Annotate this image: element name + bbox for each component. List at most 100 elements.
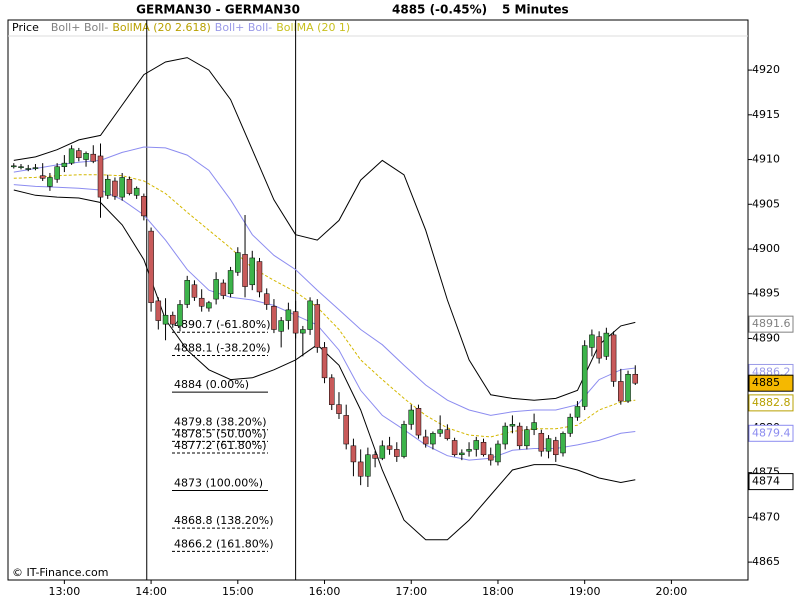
last-value-box bbox=[748, 374, 794, 392]
fibonacci-label: 4884 (0.00%) bbox=[174, 378, 249, 391]
y-tick-label: 4920 bbox=[752, 63, 780, 76]
fibonacci-label: 4878.5 (50.00%) bbox=[174, 427, 267, 440]
legend-entry: Price bbox=[12, 21, 39, 34]
candle-body bbox=[581, 345, 588, 407]
candle-body bbox=[618, 381, 624, 402]
candle-body bbox=[314, 304, 321, 348]
y-tick-label: 4900 bbox=[752, 242, 780, 255]
candle-body bbox=[394, 449, 400, 457]
candle-body bbox=[343, 415, 349, 445]
bollinger-line bbox=[13, 174, 636, 438]
candle-body bbox=[97, 155, 104, 198]
y-tick-label: 4865 bbox=[752, 555, 780, 568]
candle-body bbox=[408, 409, 414, 425]
candle-body bbox=[401, 424, 407, 457]
candle-body bbox=[285, 309, 292, 321]
candle-body bbox=[610, 334, 617, 382]
candle-body bbox=[495, 443, 501, 463]
candle-body bbox=[502, 425, 508, 445]
fibonacci-label: 4890.7 (-61.80%) bbox=[174, 318, 270, 331]
x-tick-label: 15:00 bbox=[222, 585, 254, 598]
candle-body bbox=[321, 347, 328, 379]
candle-body bbox=[76, 150, 82, 159]
fibonacci-label: 4888.1 (-38.20%) bbox=[174, 341, 270, 354]
candle-body bbox=[487, 454, 494, 461]
y-tick-label: 4895 bbox=[752, 287, 780, 300]
candle-body bbox=[372, 454, 378, 459]
candle-body bbox=[32, 167, 39, 169]
candle-body bbox=[235, 252, 241, 273]
candle-body bbox=[213, 279, 219, 300]
candle-body bbox=[271, 306, 277, 330]
candle-body bbox=[480, 441, 487, 456]
candle-body bbox=[350, 445, 357, 463]
candle-body bbox=[473, 440, 480, 450]
candle-body bbox=[422, 436, 429, 445]
candle-body bbox=[357, 461, 364, 477]
x-tick-label: 19:00 bbox=[569, 585, 601, 598]
x-tick-label: 16:00 bbox=[309, 585, 341, 598]
chart-title: 5 Minutes bbox=[502, 3, 569, 17]
candle-body bbox=[553, 440, 559, 456]
candle-body bbox=[538, 433, 545, 452]
y-tick-label: 4905 bbox=[752, 197, 780, 210]
candle-body bbox=[509, 424, 516, 427]
candle-body bbox=[567, 416, 573, 434]
candle-body bbox=[47, 177, 53, 187]
candle-body bbox=[206, 302, 212, 309]
bollinger-line bbox=[13, 184, 636, 461]
candle-body bbox=[54, 166, 60, 180]
y-tick-label: 4890 bbox=[752, 331, 780, 344]
candle-body bbox=[386, 445, 393, 450]
legend-entry: BollMA (20 1) bbox=[276, 21, 350, 34]
candle-body bbox=[104, 178, 111, 196]
candle-body bbox=[560, 433, 566, 454]
x-tick-label: 20:00 bbox=[656, 585, 688, 598]
candle-body bbox=[177, 304, 183, 327]
candle-body bbox=[574, 406, 581, 418]
candle-body bbox=[451, 440, 458, 456]
candle-body bbox=[162, 314, 169, 325]
candle-body bbox=[18, 166, 24, 168]
candle-body bbox=[133, 187, 140, 196]
candle-body bbox=[459, 452, 465, 456]
candle-body bbox=[141, 195, 147, 217]
candle-body bbox=[170, 314, 176, 325]
candle-body bbox=[336, 404, 342, 414]
candle-body bbox=[119, 177, 125, 198]
candle-body bbox=[263, 293, 270, 305]
legend-entry: BollMA (20 2.618) bbox=[112, 21, 210, 34]
bollinger-line bbox=[13, 189, 636, 541]
candle-body bbox=[112, 180, 118, 197]
candle-body bbox=[292, 311, 299, 334]
fibonacci-label: 4879.8 (38.20%) bbox=[174, 416, 267, 429]
bollinger-line bbox=[13, 57, 636, 401]
candle-body bbox=[444, 429, 451, 439]
legend-entry: Boll+ Boll- bbox=[215, 21, 272, 34]
plot-frame bbox=[7, 19, 749, 581]
legend-entry: Boll+ Boll- bbox=[51, 21, 108, 34]
candle-body bbox=[256, 261, 263, 293]
candle-body bbox=[155, 300, 162, 321]
candle-body bbox=[545, 438, 552, 452]
bollinger-line bbox=[13, 146, 636, 416]
fibonacci-label: 4873 (100.00%) bbox=[174, 477, 263, 490]
candle-body bbox=[596, 336, 602, 359]
candle-body bbox=[437, 429, 443, 434]
chart-title: GERMAN30 - GERMAN30 bbox=[136, 3, 300, 17]
last-value-label: 4891.6 bbox=[752, 317, 791, 330]
y-tick-label: 4915 bbox=[752, 108, 780, 121]
last-value-label: 4874 bbox=[752, 475, 780, 488]
candle-body bbox=[379, 445, 386, 459]
footer: © IT-Finance.com bbox=[12, 566, 109, 579]
candle-body bbox=[300, 329, 306, 334]
candle-body bbox=[430, 433, 436, 445]
candle-body bbox=[625, 373, 631, 402]
candle-body bbox=[61, 162, 68, 167]
last-value-box bbox=[748, 424, 794, 442]
y-tick-label: 4870 bbox=[752, 510, 780, 523]
candle-body bbox=[90, 153, 97, 162]
last-value-label: 4885 bbox=[752, 376, 780, 389]
